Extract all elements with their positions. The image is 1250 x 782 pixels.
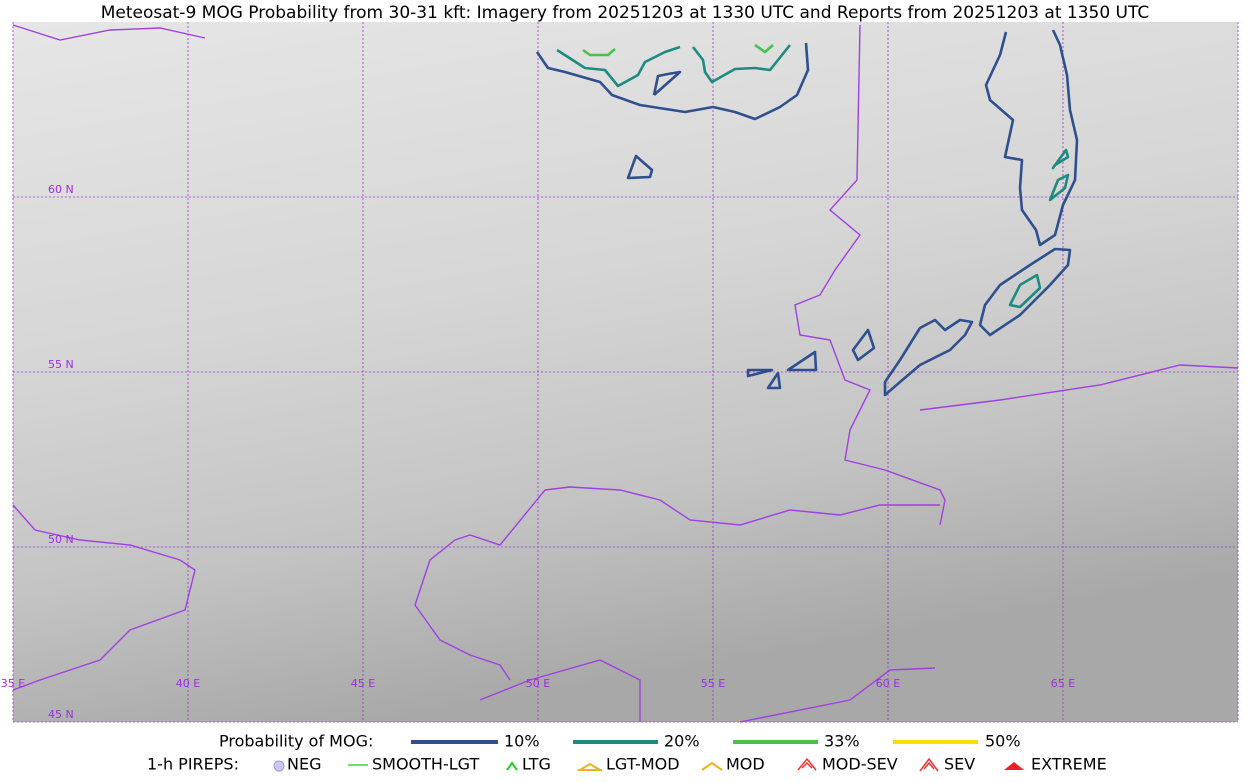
lat-label: 60 N xyxy=(48,183,74,196)
legend: Probability of MOG: 10% 20% 33% 50% 1-h … xyxy=(147,732,1107,774)
contour-10 xyxy=(851,328,876,362)
contour-10 xyxy=(746,368,774,378)
lon-label: 45 E xyxy=(351,677,375,690)
neg-icon xyxy=(273,760,285,772)
contour-33 xyxy=(754,43,774,54)
lat-label: 55 N xyxy=(48,358,74,371)
contour-10 xyxy=(984,29,1079,247)
lon-label: 60 E xyxy=(876,677,900,690)
legend-label: 10% xyxy=(504,732,540,751)
contour-10 xyxy=(978,247,1072,337)
legend-label: MOD xyxy=(726,755,765,774)
graticule: 60 N 55 N 50 N 45 N 35 E 40 E 45 E 50 E 55 E 60 E… xyxy=(1,22,1239,723)
legend-title: Probability of MOG: xyxy=(219,732,373,751)
lat-label: 45 N xyxy=(48,708,74,721)
contour-33 xyxy=(582,48,616,57)
legend-label: LGT-MOD xyxy=(606,755,680,774)
ltg-icon xyxy=(506,761,518,771)
legend-label: SMOOTH-LGT xyxy=(372,755,479,774)
extreme-icon xyxy=(1004,762,1024,770)
coastline xyxy=(12,24,206,41)
contour-20 xyxy=(1008,273,1042,309)
lon-label: 55 E xyxy=(701,677,725,690)
mog-contours xyxy=(535,29,1079,397)
contour-20 xyxy=(556,45,681,88)
coastline xyxy=(919,364,1239,411)
legend-label: 50% xyxy=(985,732,1021,751)
contour-20 xyxy=(691,44,792,84)
contour-20 xyxy=(1048,173,1070,202)
mod-icon xyxy=(701,761,723,771)
lon-label: 40 E xyxy=(176,677,200,690)
contour-10 xyxy=(652,70,682,96)
coastline xyxy=(414,489,546,681)
contour-10 xyxy=(766,371,782,390)
lgt-mod-icon xyxy=(579,762,601,771)
coastline xyxy=(479,659,641,722)
contour-10 xyxy=(535,42,810,121)
legend-label: 33% xyxy=(824,732,860,751)
lon-label: 50 E xyxy=(526,677,550,690)
sev-icon xyxy=(919,757,939,772)
contour-10 xyxy=(786,350,818,372)
map: 60 N 55 N 50 N 45 N 35 E 40 E 45 E 50 E 55 E 60 E… xyxy=(1,22,1239,723)
sev-icon xyxy=(923,761,935,770)
contour-10 xyxy=(626,154,654,180)
lon-label: 35 E xyxy=(1,677,25,690)
mod-sev-icon xyxy=(801,761,813,769)
legend-label: MOD-SEV xyxy=(822,755,898,774)
legend-label: NEG xyxy=(287,755,321,774)
coastlines xyxy=(12,24,1239,723)
legend-label: LTG xyxy=(522,755,551,774)
contour-10 xyxy=(883,318,974,397)
coastline xyxy=(12,504,196,691)
lat-label: 50 N xyxy=(48,533,74,546)
coastline xyxy=(739,667,936,723)
mod-sev-icon xyxy=(797,757,817,771)
legend-label: SEV xyxy=(944,755,975,774)
contour-20 xyxy=(1051,148,1070,170)
coastline xyxy=(544,486,940,526)
legend-title: 1-h PIREPS: xyxy=(147,755,239,774)
legend-label: 20% xyxy=(664,732,700,751)
lon-label: 65 E xyxy=(1051,677,1075,690)
legend-label: EXTREME xyxy=(1031,755,1107,774)
title: Meteosat-9 MOG Probability from 30-31 kf… xyxy=(101,3,1150,23)
coastline xyxy=(794,24,946,526)
